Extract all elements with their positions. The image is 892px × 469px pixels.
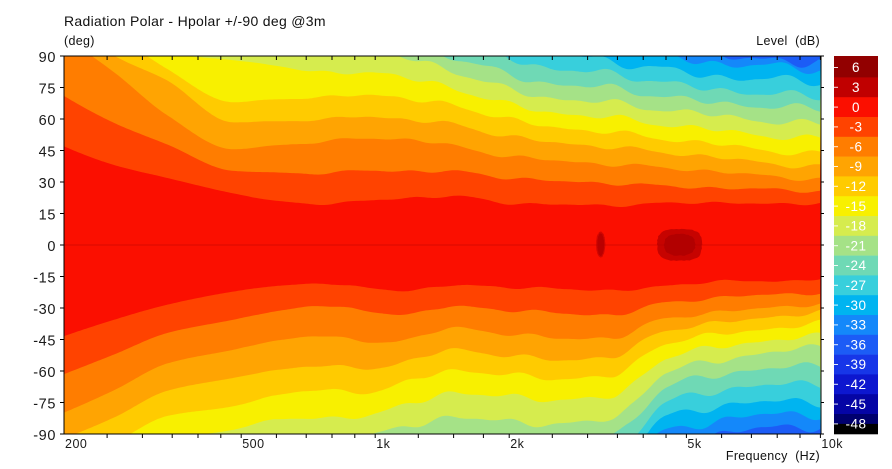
svg-text:-30: -30	[845, 298, 866, 313]
svg-text:200: 200	[65, 437, 87, 451]
svg-text:2k: 2k	[510, 437, 524, 451]
svg-text:3: 3	[852, 80, 860, 95]
svg-text:75: 75	[39, 82, 56, 98]
svg-text:-21: -21	[845, 238, 866, 253]
svg-text:(deg): (deg)	[64, 34, 95, 48]
svg-text:-75: -75	[33, 397, 56, 413]
svg-text:-36: -36	[845, 337, 866, 352]
svg-text:-45: -45	[845, 397, 866, 412]
svg-text:Level (dB): Level (dB)	[756, 34, 820, 48]
svg-text:Frequency (Hz): Frequency (Hz)	[726, 449, 820, 463]
svg-text:-12: -12	[845, 179, 866, 194]
svg-text:-3: -3	[849, 120, 862, 135]
svg-text:30: 30	[39, 176, 56, 192]
svg-text:-15: -15	[845, 199, 866, 214]
svg-text:-90: -90	[33, 428, 56, 444]
svg-text:6: 6	[852, 60, 860, 75]
svg-text:-42: -42	[845, 377, 866, 392]
svg-text:90: 90	[39, 50, 56, 66]
svg-text:0: 0	[852, 100, 860, 115]
svg-text:-60: -60	[33, 365, 56, 381]
svg-text:-45: -45	[33, 334, 56, 350]
svg-text:Radiation Polar - Hpolar +/-90: Radiation Polar - Hpolar +/-90 deg @3m	[64, 13, 326, 29]
svg-text:5k: 5k	[687, 437, 701, 451]
svg-text:-18: -18	[845, 219, 866, 234]
svg-text:45: 45	[39, 145, 56, 161]
svg-text:-48: -48	[845, 417, 866, 432]
svg-text:-24: -24	[845, 258, 866, 273]
svg-text:-33: -33	[845, 318, 866, 333]
svg-text:-27: -27	[845, 278, 866, 293]
svg-text:10k: 10k	[821, 437, 843, 451]
svg-text:15: 15	[39, 208, 56, 224]
svg-text:-6: -6	[849, 139, 862, 154]
svg-text:-30: -30	[33, 302, 56, 318]
svg-text:-15: -15	[33, 271, 56, 287]
svg-text:500: 500	[242, 437, 264, 451]
svg-text:-9: -9	[849, 159, 862, 174]
svg-text:-39: -39	[845, 357, 866, 372]
svg-text:1k: 1k	[376, 437, 390, 451]
svg-text:60: 60	[39, 113, 56, 129]
svg-text:0: 0	[47, 239, 56, 255]
